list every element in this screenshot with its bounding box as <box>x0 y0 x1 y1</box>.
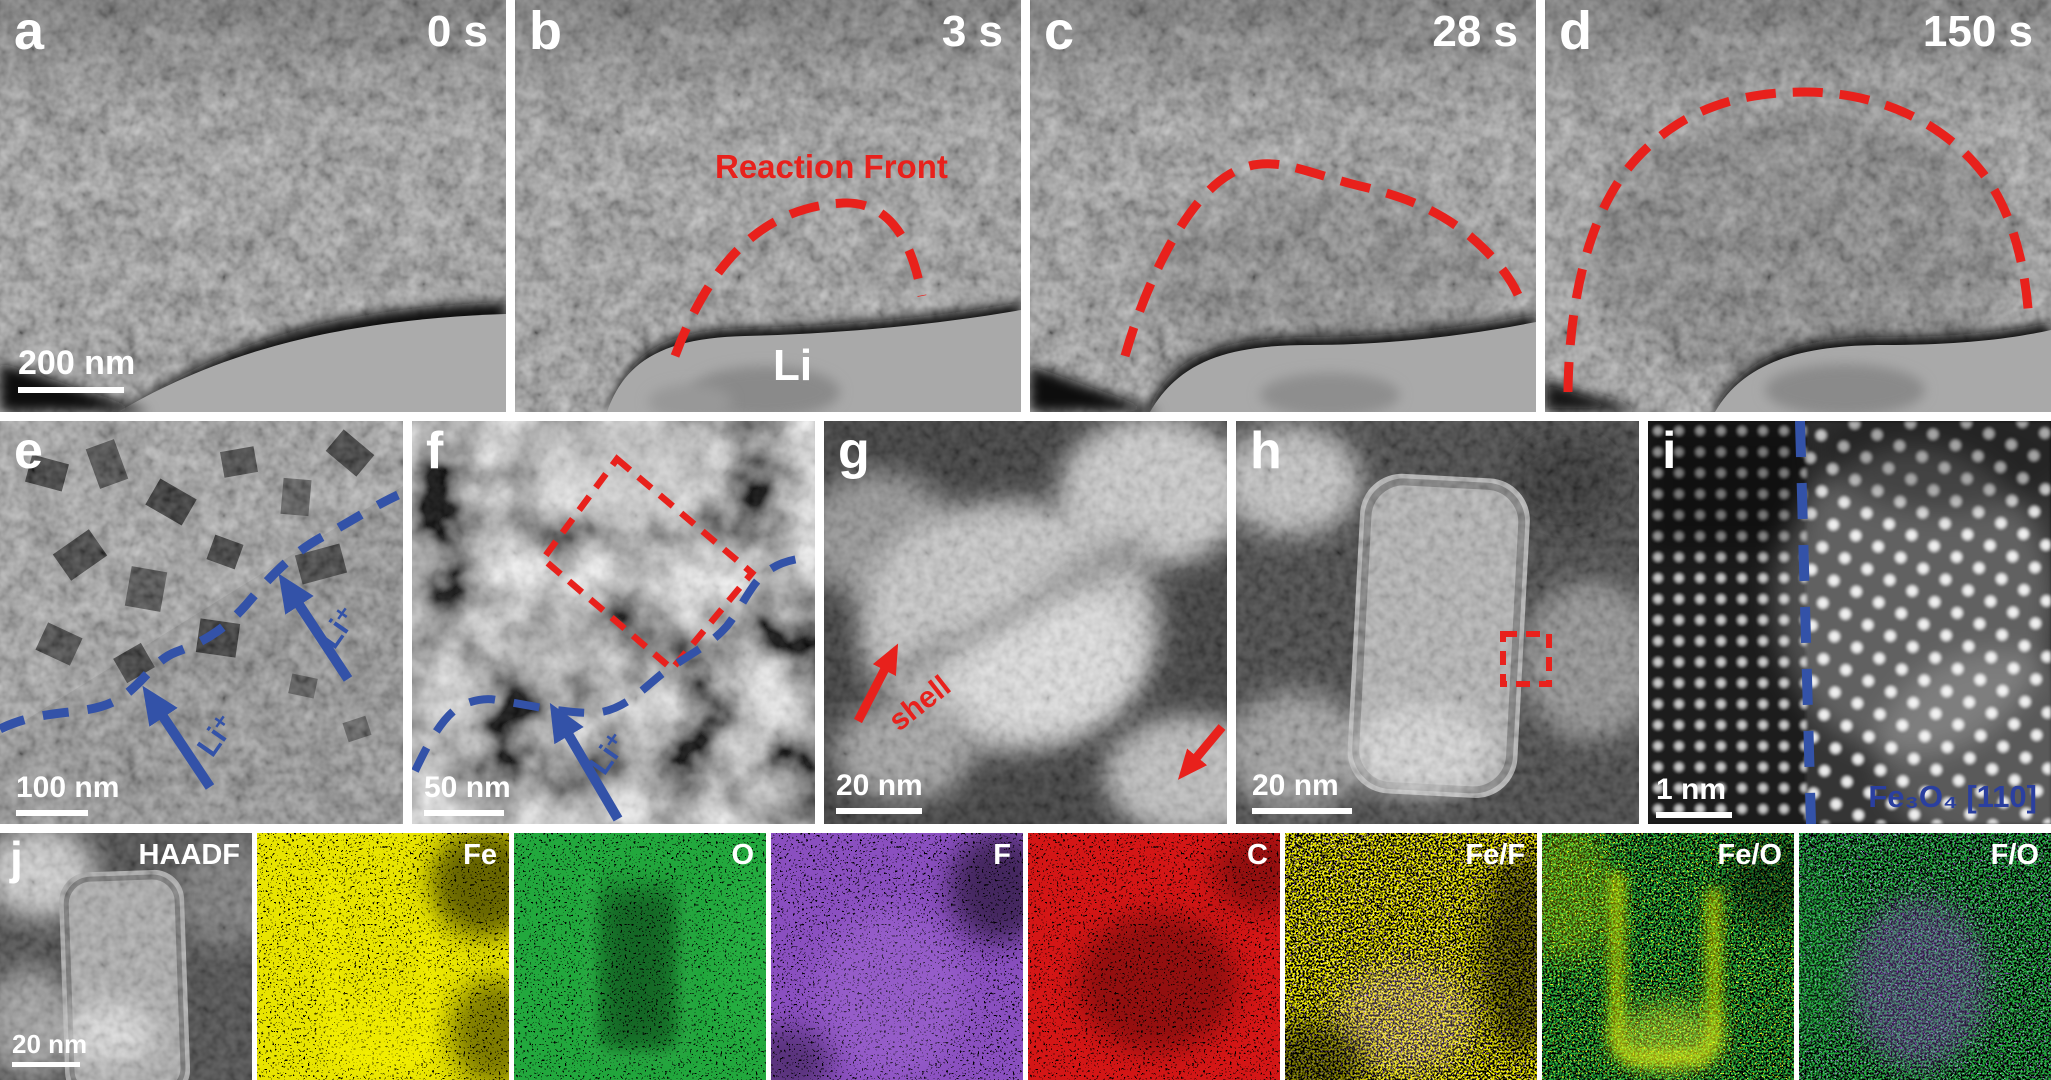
li-ion-arrow <box>549 702 623 822</box>
scalebar-line <box>12 1062 80 1067</box>
eds-map-f <box>771 833 1023 1080</box>
panel-i-scalebar: 1 nm <box>1656 775 1732 818</box>
panel-c-micrograph <box>1030 0 1536 412</box>
map-name-fe-o: Fe/O <box>1717 839 1782 871</box>
scalebar-label: 100 nm <box>16 771 120 804</box>
panel-b: b 3 s Reaction Front Li <box>515 0 1021 412</box>
panel-h-scalebar: 20 nm <box>1252 771 1352 814</box>
lithiation-boundary-dashed-line <box>412 554 805 773</box>
panel-e: e Li⁺ Li⁺ 100 nm <box>0 421 403 824</box>
scalebar-label: 20 nm <box>1252 769 1339 802</box>
panel-i-letter: i <box>1662 422 1677 480</box>
panel-d-micrograph <box>1545 0 2051 412</box>
panel-f-scalebar: 50 nm <box>424 773 511 816</box>
panel-e-scalebar: 100 nm <box>16 773 119 816</box>
reaction-front-dashed-line <box>1120 159 1528 358</box>
panel-a-micrograph <box>0 0 506 412</box>
panel-j-map-f: F <box>771 833 1023 1080</box>
panel-i: i Fe₃O₄ [110] 1 nm <box>1648 421 2051 824</box>
panel-f: f Li⁺ 50 nm <box>412 421 815 824</box>
shell-arrow-2 <box>1177 724 1226 780</box>
panel-c: c 28 s <box>1030 0 1536 412</box>
panel-g-letter: g <box>838 422 870 480</box>
panel-d-letter: d <box>1559 1 1592 61</box>
panel-d: d 150 s <box>1545 0 2051 412</box>
panel-j-map-fo: F/O <box>1799 833 2051 1080</box>
eds-map-f-o <box>1799 833 2051 1080</box>
reaction-front-dashed-line <box>1563 87 2034 393</box>
eds-map-fe <box>257 833 509 1080</box>
panel-g-micrograph <box>824 421 1227 824</box>
map-name-haadf: HAADF <box>138 839 241 871</box>
panel-j-map-o: O <box>514 833 766 1080</box>
panel-c-time: 28 s <box>1432 7 1518 56</box>
scalebar-line <box>836 808 922 814</box>
phase-boundary-dashed-line <box>1795 421 1816 824</box>
panel-a-letter: a <box>14 1 45 61</box>
scalebar-line <box>18 387 124 393</box>
map-name-fe: Fe <box>463 839 497 871</box>
map-name-o: O <box>731 839 754 871</box>
panel-e-micrograph <box>0 421 403 824</box>
eds-map-fe-f <box>1285 833 1537 1080</box>
panel-b-letter: b <box>529 1 562 61</box>
scalebar-label: 50 nm <box>424 771 511 804</box>
scalebar-line <box>1656 812 1732 818</box>
panel-g: g shell 20 nm <box>824 421 1227 824</box>
panel-h: h 20 nm <box>1236 421 1639 824</box>
panel-j-map-c: C <box>1028 833 1280 1080</box>
scalebar-line <box>1252 808 1352 814</box>
map-name-f-o: F/O <box>1990 839 2039 871</box>
panel-i-lattice <box>1648 421 2051 824</box>
map-name-fe-f: Fe/F <box>1465 839 1525 871</box>
reaction-front-label: Reaction Front <box>715 148 948 185</box>
panel-h-micrograph <box>1236 421 1639 824</box>
scalebar-label: 1 nm <box>1656 773 1727 806</box>
scalebar-line <box>16 810 88 816</box>
haadf-micrograph <box>0 833 252 1080</box>
eds-map-fe-o <box>1542 833 1794 1080</box>
panel-j-scalebar: 20 nm <box>12 1031 87 1067</box>
panel-j-map-feo: Fe/O <box>1542 833 1794 1080</box>
panel-h-letter: h <box>1250 422 1282 480</box>
scalebar-label: 20 nm <box>12 1029 88 1059</box>
panel-j-map-fef: Fe/F <box>1285 833 1537 1080</box>
panel-g-scalebar: 20 nm <box>836 771 923 814</box>
scalebar-label: 20 nm <box>836 769 923 802</box>
reaction-front-dashed-line <box>670 198 927 358</box>
panel-j-map-fe: Fe <box>257 833 509 1080</box>
map-name-f: F <box>993 839 1011 871</box>
scalebar-label: 200 nm <box>18 344 136 382</box>
roi-dashed-box <box>538 454 757 674</box>
map-name-c: C <box>1247 839 1268 871</box>
panel-f-letter: f <box>426 422 444 480</box>
panel-a-scalebar: 200 nm <box>18 346 135 393</box>
eds-map-c <box>1028 833 1280 1080</box>
li-ion-arrow-1 <box>142 685 215 790</box>
panel-f-micrograph <box>412 421 815 824</box>
roi-dashed-box <box>1500 631 1552 687</box>
panel-j-letter: j <box>10 833 23 884</box>
panel-a: a 0 s 200 nm <box>0 0 506 412</box>
panel-d-time: 150 s <box>1922 7 2033 56</box>
panel-c-letter: c <box>1044 1 1075 61</box>
panel-j-haadf: j HAADF 20 nm <box>0 833 252 1080</box>
panel-e-letter: e <box>14 422 43 480</box>
panel-b-time: 3 s <box>941 7 1003 56</box>
phase-label: Fe₃O₄ [110] <box>1868 779 2037 814</box>
shell-arrow-1 <box>854 643 899 724</box>
lithiation-boundary-dashed-line <box>0 490 400 734</box>
eds-map-o <box>514 833 766 1080</box>
panel-a-time: 0 s <box>426 7 488 56</box>
scalebar-line <box>424 810 504 816</box>
li-metal-label: Li <box>773 341 813 390</box>
panel-b-micrograph <box>515 0 1021 412</box>
li-ion-arrow-2 <box>278 573 353 682</box>
